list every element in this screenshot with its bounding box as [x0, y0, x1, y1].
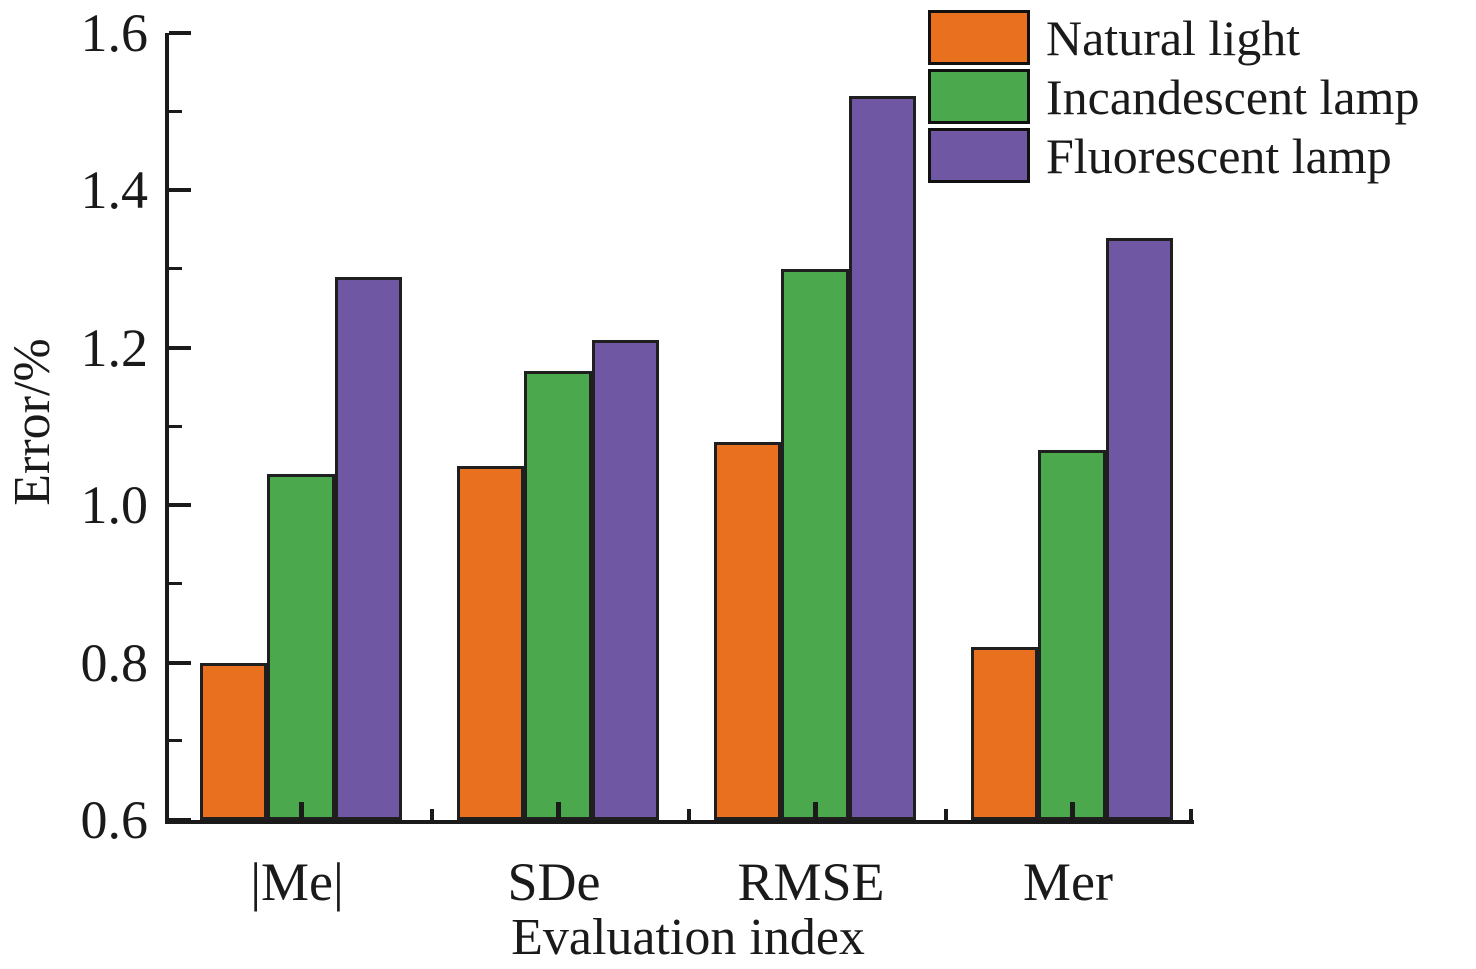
y-tick-label-1.6: 1.6 [80, 3, 149, 63]
bar-natural-light-mer [971, 646, 1039, 820]
x-major-tick-mer [1069, 802, 1075, 820]
bar-natural-light-rmse [714, 442, 782, 820]
legend-swatch-natural-light [928, 10, 1030, 65]
y-minor-tick [169, 267, 182, 271]
x-major-tick-rmse [812, 802, 818, 820]
legend: Natural light Incandescent lamp Fluoresc… [928, 10, 1419, 187]
plot-area [165, 31, 1194, 824]
y-tick-label-0.6: 0.6 [80, 790, 149, 850]
x-major-tick-me [298, 802, 304, 820]
bar-natural-light-sde [457, 465, 525, 820]
y-minor-tick [169, 581, 182, 585]
x-axis-title: Evaluation index [511, 909, 865, 966]
x-tick-label-sde: SDe [507, 852, 601, 912]
bar-fluorescent-lamp-me [334, 276, 402, 820]
legend-label-incandescent-lamp: Incandescent lamp [1046, 68, 1420, 125]
bar-incandescent-lamp-sde [524, 371, 592, 820]
x-major-tick-sde [555, 802, 561, 820]
y-minor-tick [169, 424, 182, 428]
y-tick-label-1.0: 1.0 [80, 475, 149, 536]
bar-incandescent-lamp-rmse [781, 269, 849, 820]
x-minor-tick [686, 809, 691, 820]
y-tick-label-1.4: 1.4 [80, 160, 149, 221]
x-minor-tick [943, 809, 948, 820]
legend-item-incandescent-lamp: Incandescent lamp [928, 69, 1419, 124]
bar-natural-light-me [200, 662, 268, 820]
legend-swatch-fluorescent-lamp [928, 128, 1030, 183]
y-major-tick-1.2 [169, 345, 191, 350]
bar-incandescent-lamp-me [267, 473, 335, 820]
x-tick-label-mer: Mer [1023, 852, 1113, 912]
bar-fluorescent-lamp-mer [1105, 237, 1173, 820]
legend-item-fluorescent-lamp: Fluorescent lamp [928, 128, 1419, 183]
y-major-tick-1.0 [169, 503, 191, 508]
y-tick-label-1.2: 1.2 [80, 317, 149, 378]
y-major-tick-0.8 [169, 660, 191, 665]
y-tick-labels: 0.6 0.8 1.0 1.2 1.4 1.6 [28, 6, 149, 847]
x-minor-tick [1189, 809, 1193, 820]
y-major-tick-1.6 [169, 31, 191, 35]
x-minor-tick [429, 809, 434, 820]
bar-fluorescent-lamp-rmse [848, 95, 916, 820]
y-major-tick-1.4 [169, 188, 191, 193]
bar-incandescent-lamp-mer [1038, 450, 1106, 820]
x-tick-label-rmse: RMSE [737, 852, 885, 912]
y-major-tick-0.6 [169, 818, 191, 822]
bar-fluorescent-lamp-sde [591, 339, 659, 820]
y-minor-tick [169, 739, 182, 743]
legend-item-natural-light: Natural light [928, 10, 1419, 65]
x-tick-label-me: |Me| [250, 852, 344, 912]
y-tick-label-0.8: 0.8 [80, 632, 149, 693]
legend-label-natural-light: Natural light [1046, 9, 1301, 66]
legend-label-fluorescent-lamp: Fluorescent lamp [1046, 127, 1392, 184]
y-minor-tick [169, 109, 182, 113]
legend-swatch-incandescent-lamp [928, 69, 1030, 124]
